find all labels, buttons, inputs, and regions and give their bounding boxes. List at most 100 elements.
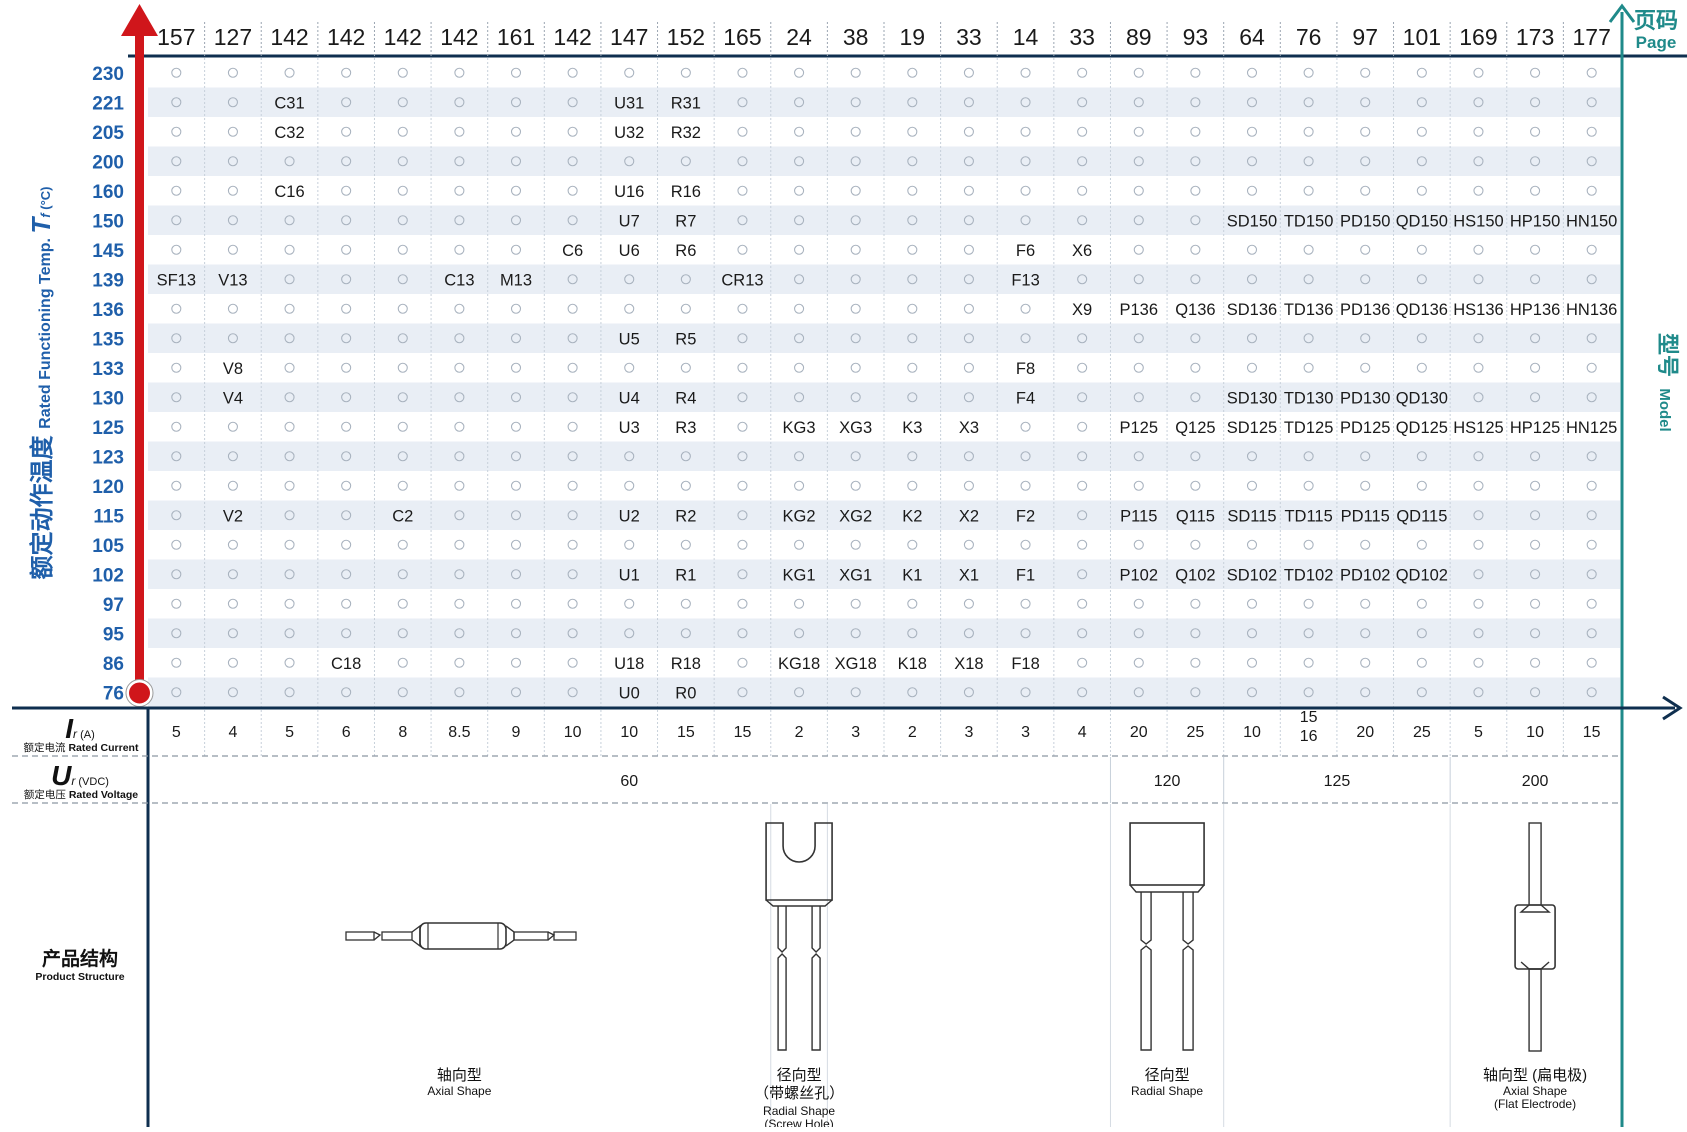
model-code: F1 bbox=[1016, 566, 1035, 584]
empty-cell-marker bbox=[907, 303, 918, 314]
current-subscript: r bbox=[73, 727, 78, 741]
radial-lead-upper bbox=[1140, 892, 1152, 945]
page-number: 161 bbox=[497, 24, 535, 50]
model-code: U31 bbox=[614, 94, 644, 112]
empty-cell-marker bbox=[1303, 97, 1314, 108]
page-label-cn: 页码 bbox=[1634, 8, 1678, 33]
empty-cell-marker bbox=[1416, 67, 1427, 78]
empty-cell-marker bbox=[171, 539, 182, 550]
empty-cell-marker bbox=[1416, 156, 1427, 167]
empty-cell-marker bbox=[737, 569, 748, 580]
temp-axis-label: 额定动作温度 Rated Functioning Temp. Tf (°C) bbox=[26, 186, 56, 579]
empty-cell-marker bbox=[227, 421, 238, 432]
flat-cap-top bbox=[1519, 904, 1551, 913]
page-number: 24 bbox=[786, 24, 812, 50]
empty-cell-marker bbox=[1020, 451, 1031, 462]
current-value: 6 bbox=[342, 724, 351, 741]
temp-axis-label-text: 额定动作温度 Rated Functioning Temp. Tf (°C) bbox=[26, 186, 56, 579]
empty-cell-marker bbox=[1133, 67, 1144, 78]
empty-cell-marker bbox=[1530, 185, 1541, 196]
model-code: TD115 bbox=[1284, 507, 1332, 525]
empty-cell-marker bbox=[171, 362, 182, 373]
empty-cell-marker bbox=[1530, 392, 1541, 403]
empty-cell-marker bbox=[737, 451, 748, 462]
empty-cell-marker bbox=[1133, 185, 1144, 196]
model-code: R7 bbox=[675, 212, 696, 230]
empty-cell-marker bbox=[227, 451, 238, 462]
empty-cell-marker bbox=[510, 569, 522, 580]
model-code: X3 bbox=[959, 419, 979, 437]
screw-lead-lower bbox=[811, 953, 821, 1051]
empty-cell-marker bbox=[397, 156, 408, 167]
model-code: U1 bbox=[619, 566, 640, 584]
empty-cell-marker bbox=[737, 215, 748, 226]
right-axis-arrow-icon bbox=[1608, 3, 1636, 23]
empty-cell-marker bbox=[907, 274, 918, 285]
empty-cell-marker bbox=[1473, 510, 1484, 521]
empty-cell-marker bbox=[1416, 539, 1427, 550]
empty-cell-marker bbox=[284, 392, 295, 403]
empty-cell-marker bbox=[510, 657, 522, 668]
model-code: R1 bbox=[675, 566, 696, 584]
temp-value: 86 bbox=[103, 654, 124, 675]
empty-cell-marker bbox=[1020, 215, 1031, 226]
empty-cell-marker bbox=[1586, 333, 1597, 344]
empty-cell-marker bbox=[510, 185, 522, 196]
empty-cell-marker bbox=[1246, 156, 1258, 167]
current-value: 25 bbox=[1186, 724, 1204, 741]
empty-cell-marker bbox=[907, 97, 918, 108]
current-value: 4 bbox=[228, 724, 237, 741]
empty-cell-marker bbox=[1020, 598, 1031, 609]
empty-cell-marker bbox=[850, 451, 861, 462]
model-code: HP136 bbox=[1510, 301, 1560, 319]
empty-cell-marker bbox=[1133, 392, 1144, 403]
model-code: PD130 bbox=[1340, 389, 1390, 407]
empty-cell-marker bbox=[1360, 126, 1371, 137]
current-value: 10 bbox=[620, 724, 638, 741]
empty-cell-marker bbox=[737, 421, 748, 432]
empty-cell-marker bbox=[1303, 628, 1314, 639]
model-code: HN150 bbox=[1566, 212, 1617, 230]
empty-cell-marker bbox=[1020, 126, 1031, 137]
empty-cell-marker bbox=[1190, 67, 1201, 78]
empty-cell-marker bbox=[341, 333, 352, 344]
empty-cell-marker bbox=[1246, 244, 1258, 255]
page-number: 127 bbox=[214, 24, 252, 50]
empty-cell-marker bbox=[1246, 67, 1258, 78]
lead-right bbox=[513, 931, 549, 941]
model-code: SD150 bbox=[1227, 212, 1277, 230]
empty-cell-marker bbox=[567, 185, 578, 196]
empty-cell-marker bbox=[680, 303, 691, 314]
empty-cell-marker bbox=[1133, 628, 1144, 639]
model-code: F18 bbox=[1011, 655, 1039, 673]
model-code: X1 bbox=[959, 566, 979, 584]
empty-cell-marker bbox=[850, 185, 861, 196]
current-value: 3 bbox=[964, 724, 973, 741]
empty-cell-marker bbox=[680, 362, 691, 373]
empty-cell-marker bbox=[1246, 126, 1258, 137]
empty-cell-marker bbox=[567, 539, 578, 550]
empty-cell-marker bbox=[850, 303, 861, 314]
empty-cell-marker bbox=[1530, 598, 1541, 609]
empty-cell-marker bbox=[1586, 569, 1597, 580]
empty-cell-marker bbox=[1077, 97, 1088, 108]
temp-value: 205 bbox=[92, 123, 124, 144]
empty-cell-marker bbox=[1303, 274, 1314, 285]
empty-cell-marker bbox=[1530, 362, 1541, 373]
radial-lead-lower bbox=[1140, 945, 1152, 1051]
empty-cell-marker bbox=[1133, 126, 1144, 137]
empty-cell-marker bbox=[794, 451, 805, 462]
empty-cell-marker bbox=[1360, 274, 1371, 285]
empty-cell-marker bbox=[1530, 274, 1541, 285]
model-label-cn: 型号 bbox=[1655, 333, 1680, 377]
model-code: U5 bbox=[619, 330, 640, 348]
empty-cell-marker bbox=[1020, 97, 1031, 108]
model-code: TD102 bbox=[1284, 566, 1334, 584]
empty-cell-marker bbox=[284, 569, 295, 580]
voltage-label-text: 额定电压 Rated Voltage bbox=[24, 788, 138, 801]
empty-cell-marker bbox=[171, 303, 182, 314]
model-code: R32 bbox=[671, 124, 701, 142]
current-value: 16 bbox=[1300, 728, 1318, 745]
empty-cell-marker bbox=[680, 539, 691, 550]
